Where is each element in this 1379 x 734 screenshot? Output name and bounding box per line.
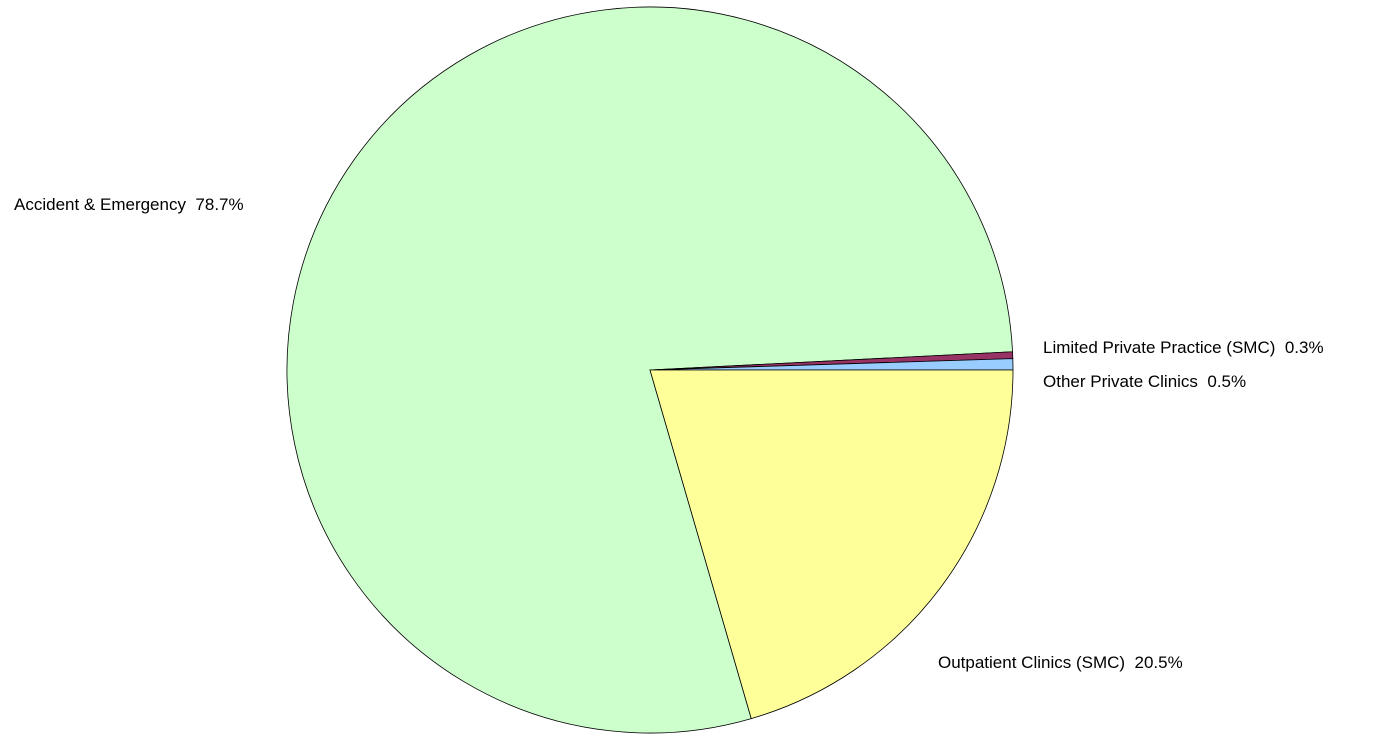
slice-label-limited-private-practice-smc: Limited Private Practice (SMC) 0.3% xyxy=(1043,338,1324,357)
slice-label-other-private-clinics: Other Private Clinics 0.5% xyxy=(1043,372,1246,391)
slice-label-accident-emergency: Accident & Emergency 78.7% xyxy=(14,195,244,214)
slice-label-outpatient-clinics-smc: Outpatient Clinics (SMC) 20.5% xyxy=(938,653,1183,672)
pie-slice-outpatient-clinics-smc xyxy=(649,369,1014,720)
pie-slices xyxy=(286,6,1014,734)
pie-labels: Accident & Emergency 78.7% Limited Privat… xyxy=(14,195,1324,672)
